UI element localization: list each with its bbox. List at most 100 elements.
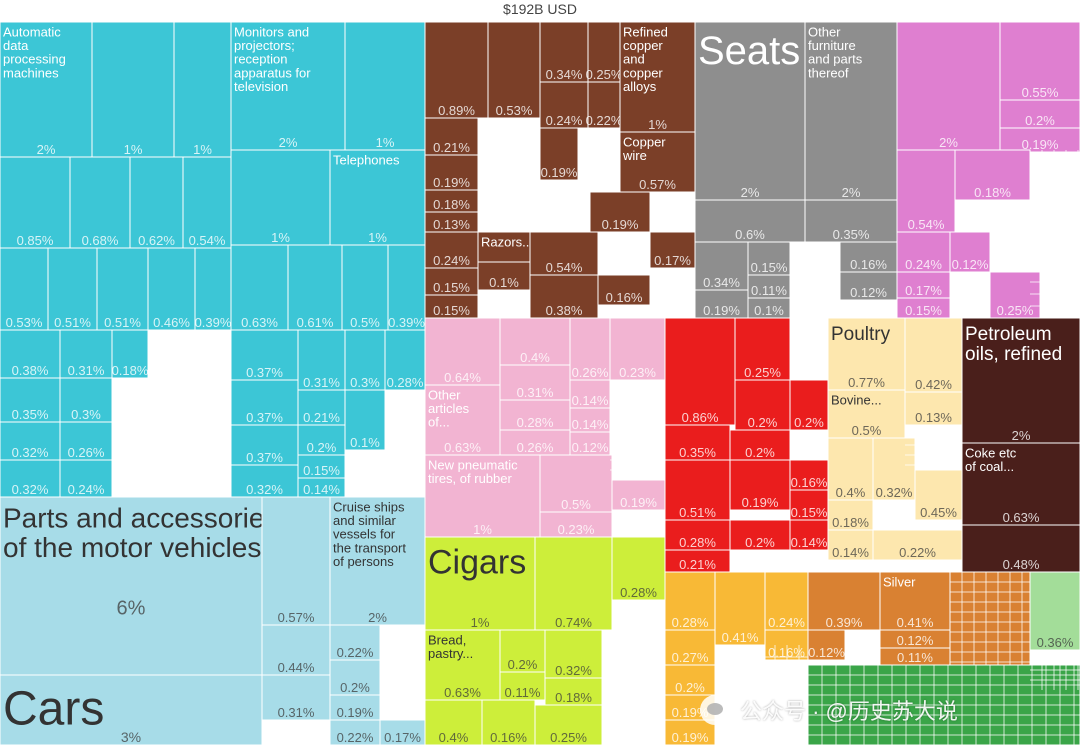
tile-label-line: articles [428, 401, 470, 416]
tile-percent: 0.53% [6, 315, 43, 330]
tile-metals-brown-8 [424, 117, 479, 156]
tile-poultry-5 [872, 437, 916, 501]
tile-percent: 0.39% [826, 615, 863, 630]
tile-percent: 0.19% [1022, 137, 1059, 152]
tile-petroleum-2 [961, 524, 1080, 573]
tile-label-line: of persons [333, 554, 394, 569]
tile-vehicles-0 [0, 496, 263, 676]
tile-percent: 0.28% [387, 375, 424, 390]
tile-red-8 [789, 459, 829, 491]
tile-red-5 [729, 429, 791, 461]
tile-label: Copper wire [622, 134, 666, 163]
tile-percent: 0.32% [876, 485, 913, 500]
wechat-logo-icon [700, 695, 730, 725]
tile-label: Petroleum oils, refined [965, 324, 1062, 365]
tile-percent: 1% [376, 135, 395, 150]
tile-percent: 0.25% [550, 730, 587, 745]
tile-metals-brown-22 [529, 274, 599, 319]
tile-machinery-28 [59, 459, 113, 498]
tile-label: Seats [698, 29, 800, 73]
tile-pink-5 [499, 429, 571, 456]
tile-percent: 0.38% [546, 303, 583, 318]
tile-percent: 0.24% [546, 113, 583, 128]
tile-percent: 0.2% [794, 415, 824, 430]
tile-magenta-2 [999, 99, 1080, 129]
tile-percent: 0.57% [278, 610, 315, 625]
tile-percent: 0.28% [517, 415, 554, 430]
tile-furniture-5 [694, 289, 749, 319]
tile-percent: 0.4% [439, 730, 469, 745]
tile-label-line: Cruise ships [333, 499, 405, 514]
tile-machinery-33 [297, 329, 346, 391]
tile-machinery-29 [230, 329, 299, 381]
tile-label-line: Automatic [3, 24, 61, 39]
tile-poultry-0 [827, 317, 906, 391]
tile-poultry-9 [872, 529, 963, 561]
tile-percent: 0.5% [852, 423, 882, 438]
tile-percent: 1% [368, 230, 387, 245]
tile-label: New pneumatic tires, of rubber [428, 457, 518, 486]
tile-red-0 [664, 317, 736, 426]
tile-label-line: and [623, 52, 645, 67]
tile-metals-brown-3 [587, 21, 621, 83]
tile-percent: 0.35% [833, 227, 870, 242]
section-magenta: 2% 0.55% 0.2% 0.19% 0.18% 0.54% 0.24% 0.12% 0.17… [896, 21, 1080, 319]
tile-machinery-4 [344, 21, 426, 151]
tile-orange-4 [664, 629, 716, 666]
tile-percent: 0.14% [791, 535, 828, 550]
tile-vehicles-1 [0, 674, 263, 745]
tile-percent: 0.77% [848, 375, 885, 390]
tile-label-line: Bovine... [831, 392, 882, 407]
tile-red-11 [729, 519, 791, 551]
tile-furniture-0 [694, 21, 806, 201]
tile-machinery-25 [0, 421, 61, 461]
tile-percent: 0.15% [303, 463, 340, 478]
tile-pink-14 [611, 479, 666, 511]
tile-percent: 0.54% [908, 217, 945, 232]
tile-percent: 0.14% [303, 482, 340, 497]
fine-grid-lines [112, 150, 1080, 745]
tile-percent: 0.14% [572, 393, 609, 408]
tile-green-light-0 [1029, 571, 1080, 651]
tile-percent: 2% [1012, 428, 1031, 443]
tile-percent: 0.64% [444, 370, 481, 385]
tile-percent: 0.26% [517, 440, 554, 455]
tile-percent: 0.18% [112, 363, 149, 378]
tile-label-line: tires, of rubber [428, 471, 512, 486]
tile-label-line: and parts [808, 52, 863, 67]
tile-label: Other articles of... [428, 387, 470, 429]
watermark: 公众号 · @历史苏大说 [700, 690, 1070, 730]
tile-percent: 0.22% [337, 730, 374, 745]
tile-label: Telephones [333, 152, 400, 167]
tile-furniture-3 [804, 199, 898, 243]
tile-percent: 0.85% [17, 233, 54, 248]
tile-pink-1 [424, 384, 501, 456]
tile-percent: 0.32% [12, 482, 49, 497]
tile-percent: 0.25% [997, 303, 1034, 318]
tile-percent: 0.2% [675, 680, 705, 695]
tile-percent: 2% [279, 135, 298, 150]
tile-silver-2 [807, 629, 846, 661]
tile-percent: 1% [648, 117, 667, 132]
tile-label: Parts and accessories of the motor vehicl… [3, 503, 278, 563]
tile-machinery-26 [59, 421, 113, 461]
tile-label-line: data [3, 38, 29, 53]
tile-percent: 0.28% [620, 585, 657, 600]
tile-percent: 0.63% [241, 315, 278, 330]
tile-percent: 0.39% [195, 315, 232, 330]
tile-machinery-35 [384, 329, 426, 391]
tile-percent: 0.22% [899, 545, 936, 560]
section-cigars: Cigars 1% 0.74% 0.28% Bread, pastry... 0.63% 0.… [424, 536, 666, 745]
tile-machinery-18 [341, 244, 389, 331]
tile-percent: 0.24% [768, 615, 805, 630]
tile-petroleum-1 [961, 442, 1080, 526]
tile-red-6 [664, 459, 731, 521]
tile-red-7 [729, 459, 791, 511]
section-green-light: 0.36% [1029, 571, 1080, 651]
tile-percent: 0.54% [546, 260, 583, 275]
tile-percent: 0.74% [555, 615, 592, 630]
tile-orange-2 [764, 571, 809, 631]
section-vehicles: Parts and accessories of the motor vehicl… [0, 496, 426, 745]
tile-label: Automatic data processing machines [3, 24, 66, 80]
tile-cigars-9 [481, 699, 536, 745]
